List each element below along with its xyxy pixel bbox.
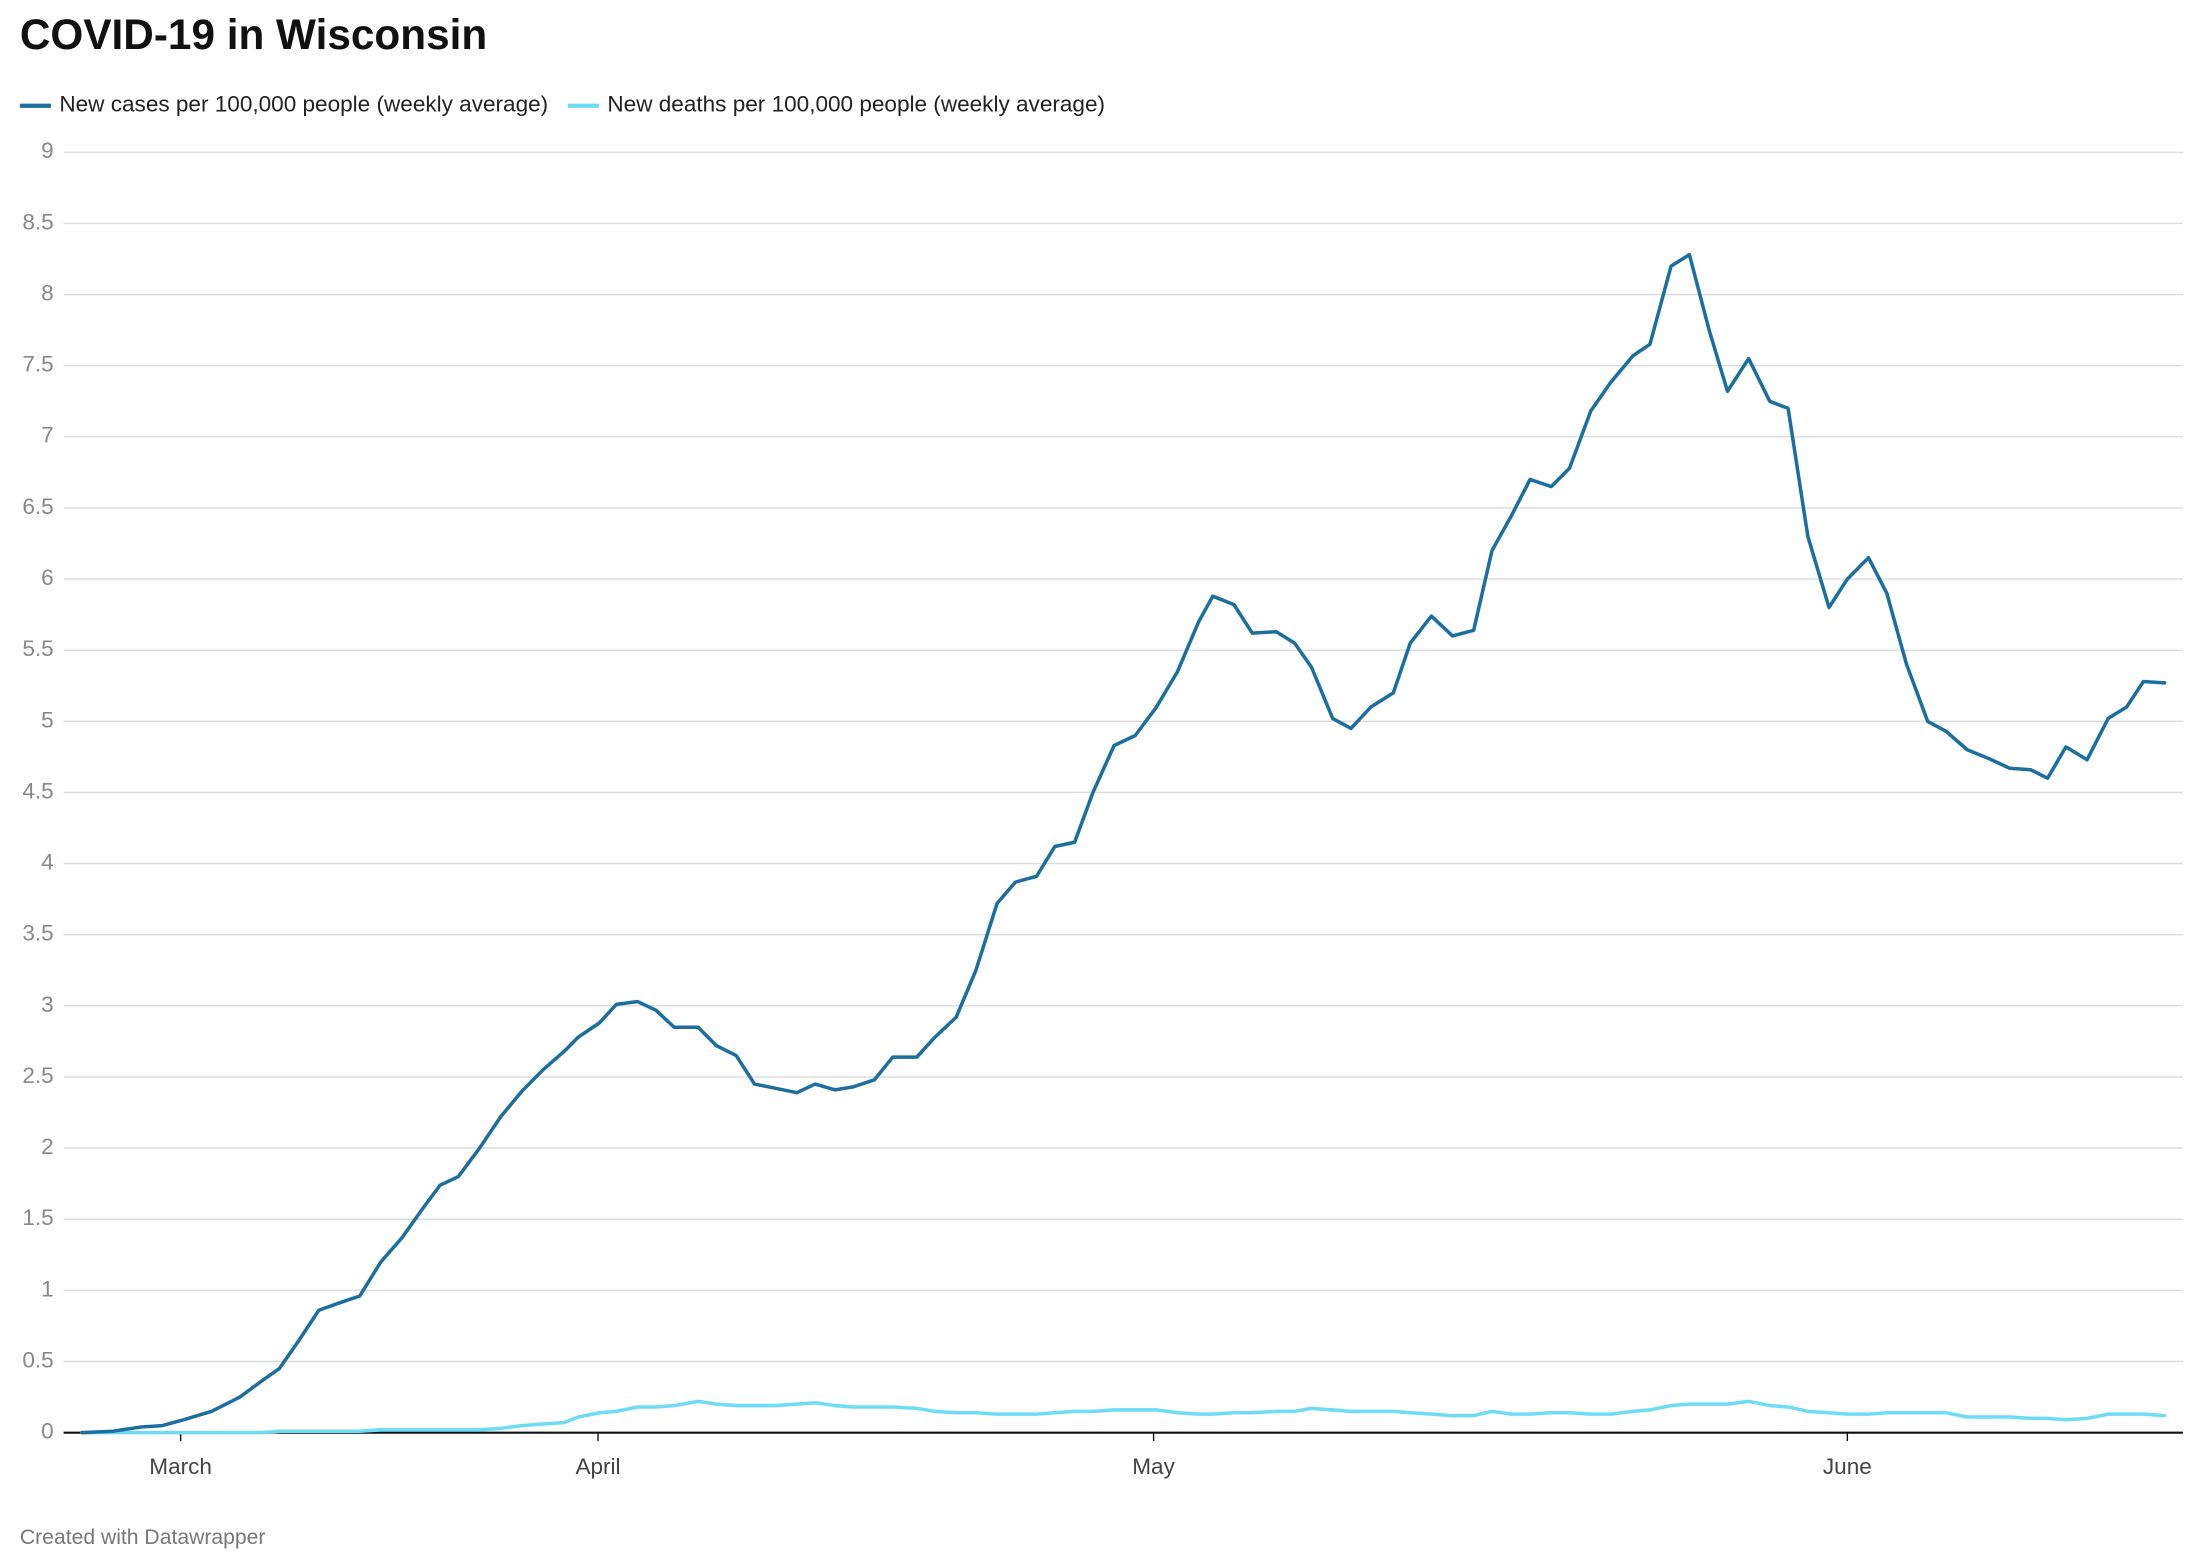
y-tick-label: 1.5 — [22, 1205, 53, 1230]
y-tick-label: 4 — [41, 850, 54, 875]
y-tick-label: 3.5 — [22, 921, 53, 946]
y-tick-label: 7.5 — [22, 352, 53, 377]
y-tick-label: 9 — [41, 138, 54, 163]
x-tick-label: March — [149, 1454, 212, 1479]
y-tick-label: 4.5 — [22, 778, 53, 803]
y-tick-label: 8.5 — [22, 209, 53, 234]
x-tick-label: April — [575, 1454, 620, 1479]
credit: Created with Datawrapper — [20, 1526, 266, 1549]
y-tick-label: 8 — [41, 281, 54, 306]
y-tick-label: 3 — [41, 992, 54, 1017]
y-tick-label: 2 — [41, 1134, 54, 1159]
y-tick-label: 6.5 — [22, 494, 53, 519]
x-tick-label: May — [1132, 1454, 1175, 1479]
y-tick-label: 1 — [41, 1276, 54, 1301]
y-tick-label: 5.5 — [22, 636, 53, 661]
series-line — [80, 252, 2167, 1435]
legend-label: New deaths per 100,000 people (weekly av… — [607, 92, 1105, 117]
legend-label: New cases per 100,000 people (weekly ave… — [59, 92, 548, 117]
y-tick-label: 2.5 — [22, 1063, 53, 1088]
y-tick-label: 0 — [41, 1419, 54, 1444]
x-tick-label: June — [1823, 1454, 1872, 1479]
y-tick-label: 5 — [41, 707, 54, 732]
chart-title: COVID-19 in Wisconsin — [20, 11, 487, 58]
y-tick-label: 7 — [41, 423, 54, 448]
y-tick-label: 6 — [41, 565, 54, 590]
series-line — [80, 1399, 2167, 1435]
y-tick-label: 0.5 — [22, 1347, 53, 1372]
